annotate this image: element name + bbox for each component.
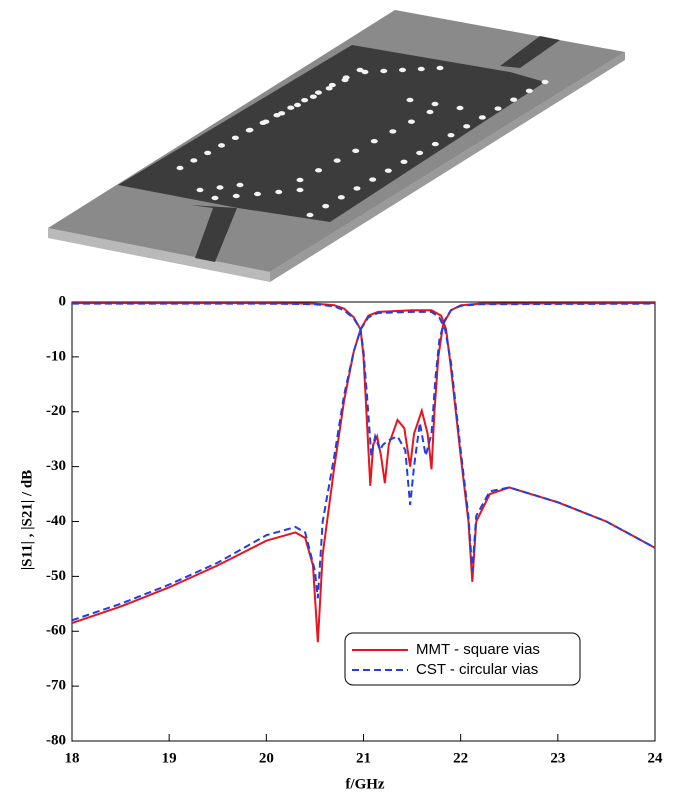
via bbox=[356, 67, 364, 73]
y-tick-label: -60 bbox=[46, 623, 66, 639]
via bbox=[287, 105, 295, 110]
via bbox=[370, 138, 378, 144]
via bbox=[204, 150, 212, 156]
y-tick-label: -10 bbox=[46, 348, 66, 364]
via bbox=[176, 165, 184, 171]
via bbox=[216, 185, 224, 190]
via bbox=[301, 97, 309, 103]
via bbox=[314, 90, 322, 95]
via bbox=[196, 187, 204, 193]
via bbox=[426, 109, 434, 115]
via bbox=[296, 187, 304, 193]
via bbox=[541, 79, 549, 85]
via bbox=[431, 141, 439, 147]
x-tick-label: 24 bbox=[648, 750, 664, 766]
feed-near bbox=[190, 205, 237, 262]
legend-label: MMT - square vias bbox=[416, 641, 540, 658]
via bbox=[361, 69, 369, 75]
y-axis-label: |S11| , |S21| / dB bbox=[19, 470, 35, 570]
filter-render bbox=[48, 10, 625, 282]
via bbox=[463, 124, 471, 129]
via bbox=[406, 97, 414, 103]
via bbox=[294, 102, 301, 108]
y-tick-label: -80 bbox=[46, 732, 66, 748]
x-tick-label: 22 bbox=[453, 750, 468, 766]
x-tick-label: 21 bbox=[356, 750, 371, 766]
via bbox=[190, 158, 198, 163]
via bbox=[407, 119, 415, 124]
via bbox=[431, 101, 439, 107]
x-tick-label: 20 bbox=[259, 750, 274, 766]
via bbox=[353, 186, 361, 191]
via bbox=[278, 111, 286, 116]
via bbox=[337, 195, 345, 200]
x-axis-label: f/GHz bbox=[345, 776, 384, 792]
via bbox=[211, 195, 219, 201]
via bbox=[341, 77, 349, 83]
x-tick-label: 19 bbox=[162, 750, 177, 766]
via bbox=[417, 66, 425, 72]
via bbox=[328, 82, 336, 88]
y-tick-label: -70 bbox=[46, 678, 66, 694]
via bbox=[246, 127, 254, 133]
via bbox=[416, 150, 424, 156]
metal-center bbox=[118, 45, 545, 222]
via bbox=[296, 177, 304, 183]
via bbox=[456, 105, 464, 111]
via bbox=[352, 148, 360, 154]
y-tick-label: -50 bbox=[46, 568, 66, 584]
via bbox=[306, 212, 314, 218]
via bbox=[389, 129, 397, 134]
slab-front bbox=[48, 228, 270, 282]
via bbox=[436, 65, 444, 71]
series-line bbox=[72, 302, 656, 506]
y-tick-label: -40 bbox=[46, 513, 66, 529]
via bbox=[494, 106, 502, 111]
via bbox=[231, 135, 239, 141]
series-line bbox=[71, 309, 656, 643]
via bbox=[262, 119, 270, 124]
via bbox=[322, 203, 330, 209]
y-tick-label: -20 bbox=[46, 403, 66, 419]
via bbox=[447, 133, 455, 138]
series-line bbox=[71, 310, 656, 622]
via bbox=[384, 168, 392, 173]
feed-far bbox=[500, 36, 560, 68]
via bbox=[315, 168, 323, 173]
via bbox=[380, 68, 388, 74]
via bbox=[254, 191, 261, 197]
y-tick-label: 0 bbox=[59, 293, 67, 309]
via bbox=[218, 143, 226, 148]
legend-label: CST - circular vias bbox=[416, 661, 538, 678]
via bbox=[510, 97, 518, 102]
x-tick-label: 18 bbox=[65, 750, 80, 766]
via bbox=[275, 189, 283, 195]
via bbox=[325, 86, 333, 91]
via bbox=[369, 177, 377, 182]
via bbox=[525, 88, 533, 94]
via bbox=[309, 94, 317, 99]
via bbox=[333, 158, 341, 163]
legend-box bbox=[344, 632, 581, 686]
via bbox=[478, 115, 486, 120]
via bbox=[232, 193, 240, 199]
x-tick-label: 23 bbox=[550, 750, 565, 766]
y-tick-label: -30 bbox=[46, 458, 66, 474]
via bbox=[399, 67, 406, 73]
via bbox=[236, 182, 244, 188]
series-line bbox=[72, 302, 656, 486]
via bbox=[400, 159, 408, 164]
slab-side bbox=[270, 52, 625, 282]
